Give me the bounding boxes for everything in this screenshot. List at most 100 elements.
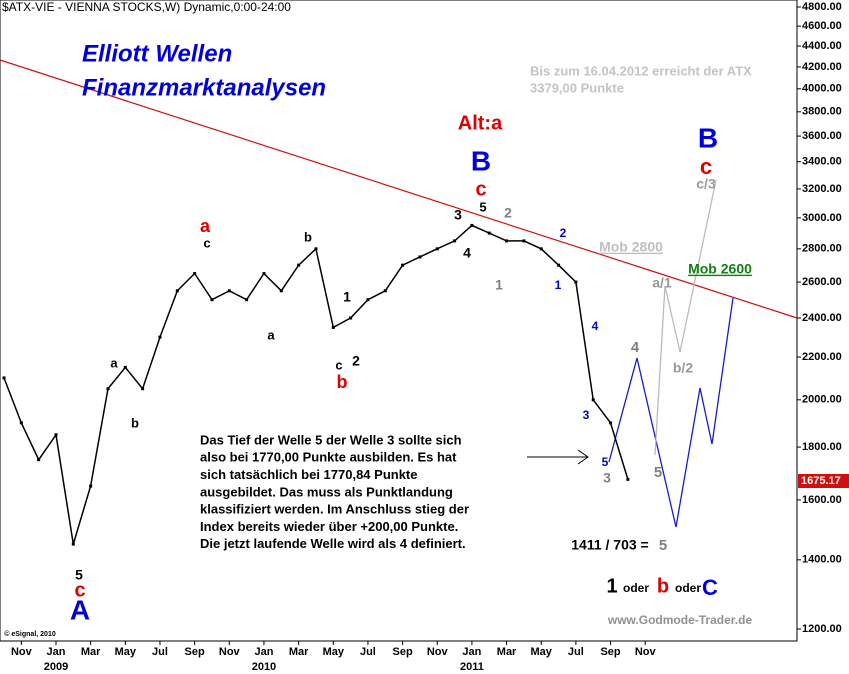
annotation: oder — [623, 581, 649, 595]
annotation: b — [657, 575, 669, 597]
heading: Elliott Wellen — [82, 40, 232, 67]
price-point — [245, 298, 249, 302]
annotation: Mob 2600 — [688, 261, 752, 277]
price-point — [505, 239, 509, 243]
annotation: c — [335, 357, 342, 372]
y-tick-label: 3800.00 — [802, 106, 842, 118]
projection-blue-start — [608, 357, 638, 463]
arrow-head — [577, 449, 589, 465]
annotation: b/2 — [673, 360, 693, 376]
annotation: a — [267, 327, 275, 342]
price-point — [331, 325, 335, 329]
y-tick-label: 2600.00 — [802, 276, 842, 288]
note: Bis zum 16.04.2012 erreicht der ATX — [530, 63, 752, 78]
y-tick-label: 2000.00 — [802, 394, 842, 406]
price-point — [314, 247, 318, 251]
price-point — [37, 458, 41, 462]
price-point — [71, 542, 75, 546]
price-point — [626, 477, 630, 481]
price-point — [539, 247, 543, 251]
annotation: c — [475, 178, 486, 200]
annotation: 2 — [352, 353, 360, 369]
x-tick-label: Nov — [427, 646, 449, 658]
price-point — [262, 272, 266, 276]
heading: Finanzmarktanalysen — [82, 74, 326, 101]
note: 3379,00 Punkte — [530, 80, 624, 95]
year-label: 2009 — [44, 661, 68, 673]
annotation: a — [110, 355, 118, 370]
y-tick-label: 3400.00 — [802, 156, 842, 168]
x-tick-label: Jan — [47, 646, 66, 658]
price-point — [193, 272, 197, 276]
annotation: 4 — [463, 245, 471, 261]
annotation: 3 — [603, 470, 611, 486]
x-tick-label: Jan — [462, 646, 481, 658]
price-point — [210, 298, 214, 302]
price-point — [158, 335, 162, 339]
annotation: b — [304, 229, 312, 244]
x-tick-label: May — [323, 646, 345, 658]
x-tick-label: Jul — [568, 646, 584, 658]
annotation: 5 — [602, 455, 609, 469]
annotation: B — [698, 122, 718, 153]
y-tick-label: 4600.00 — [802, 20, 842, 32]
price-point — [297, 263, 301, 267]
x-tick-label: Nov — [11, 646, 33, 658]
annotation: 5 — [659, 537, 667, 554]
price-point — [279, 289, 283, 293]
y-tick-label: 4000.00 — [802, 83, 842, 95]
annotation: A — [70, 594, 90, 625]
x-tick-label: Nov — [635, 646, 657, 658]
price-point — [366, 298, 370, 302]
price-point — [401, 263, 405, 267]
annotation: 2 — [560, 226, 567, 240]
annotation: Mob 2800 — [599, 239, 663, 255]
price-point — [89, 484, 93, 488]
x-tick-label: Nov — [219, 646, 241, 658]
paragraph-line: Das Tief der Welle 5 der Welle 3 sollte … — [200, 432, 462, 447]
annotation: c — [700, 154, 712, 179]
y-tick-label: 4800.00 — [802, 1, 842, 13]
annotation: c/3 — [696, 176, 716, 192]
y-tick-label: 3000.00 — [802, 212, 842, 224]
price-point — [435, 247, 439, 251]
chart-title: $ATX-VIE - VIENNA STOCKS,W) Dynamic,0:00… — [2, 0, 291, 14]
y-tick-label: 4200.00 — [802, 61, 842, 73]
paragraph-line: ausgebildet. Das muss als Punktlandung — [200, 484, 453, 499]
x-tick-label: Sep — [185, 646, 205, 658]
price-point — [2, 376, 6, 380]
annotation: 2 — [504, 205, 512, 221]
x-tick-label: Mar — [81, 646, 101, 658]
price-point — [487, 231, 491, 235]
annotation: www.Godmode-Trader.de — [607, 613, 753, 627]
price-box — [798, 474, 849, 488]
y-tick-label: 3200.00 — [802, 183, 842, 195]
annotation: Alt:a — [458, 112, 503, 134]
price-point — [227, 289, 231, 293]
y-tick-label: 2200.00 — [802, 351, 842, 363]
annotation: b — [131, 415, 139, 430]
x-tick-label: May — [531, 646, 553, 658]
y-tick-label: 1600.00 — [802, 494, 842, 506]
annotation: 1411 / 703 = — [571, 537, 648, 553]
price-point — [591, 398, 595, 402]
annotation: 4 — [592, 319, 599, 333]
x-tick-label: Jan — [254, 646, 273, 658]
price-point — [349, 316, 353, 320]
paragraph-line: klassifiziert werden. Im Anschluss stieg… — [200, 502, 469, 517]
price-point — [54, 433, 58, 437]
annotation: 1 — [606, 575, 617, 597]
price-point — [418, 255, 422, 259]
price-point — [522, 239, 526, 243]
price-point — [141, 387, 145, 391]
x-tick-label: Jul — [152, 646, 168, 658]
price-point — [175, 289, 179, 293]
annotation: b — [337, 372, 348, 392]
price-point — [106, 387, 110, 391]
annotation: oder — [675, 581, 701, 595]
x-tick-label: Mar — [497, 646, 517, 658]
paragraph-line: sich tatsächlich bei 1770,84 Punkte — [200, 467, 418, 482]
x-tick-label: Mar — [289, 646, 309, 658]
y-tick-label: 2400.00 — [802, 312, 842, 324]
